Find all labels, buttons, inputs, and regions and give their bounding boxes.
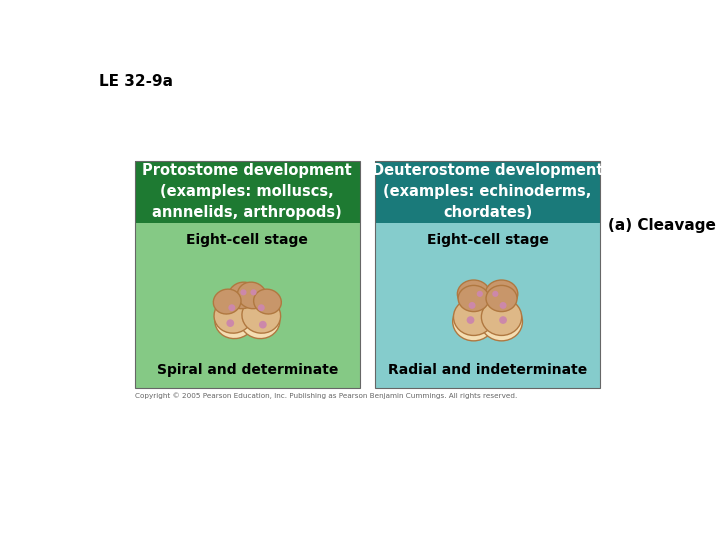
Bar xyxy=(375,161,600,388)
Circle shape xyxy=(469,302,476,309)
Ellipse shape xyxy=(213,289,241,314)
Bar xyxy=(135,222,360,388)
Bar xyxy=(375,161,600,222)
Text: Eight-cell stage: Eight-cell stage xyxy=(427,233,549,247)
Text: Eight-cell stage: Eight-cell stage xyxy=(186,233,308,247)
Ellipse shape xyxy=(240,301,280,339)
Ellipse shape xyxy=(253,289,282,314)
Circle shape xyxy=(477,291,483,297)
Circle shape xyxy=(467,316,474,324)
Text: LE 32-9a: LE 32-9a xyxy=(99,74,174,89)
Ellipse shape xyxy=(457,280,490,308)
Ellipse shape xyxy=(482,299,522,335)
Text: (a) Cleavage: (a) Cleavage xyxy=(608,218,716,233)
Text: Radial and indeterminate: Radial and indeterminate xyxy=(388,363,588,377)
Circle shape xyxy=(258,304,265,311)
Ellipse shape xyxy=(238,282,266,309)
Text: Spiral and determinate: Spiral and determinate xyxy=(157,363,338,377)
Bar xyxy=(135,161,360,222)
Ellipse shape xyxy=(453,302,495,341)
Circle shape xyxy=(259,321,266,328)
Text: Protostome development
(examples: molluscs,
annnelids, arthropods): Protostome development (examples: mollus… xyxy=(143,163,352,220)
Circle shape xyxy=(240,289,246,295)
Ellipse shape xyxy=(458,286,489,312)
Ellipse shape xyxy=(485,280,518,308)
Text: Deuterostome development
(examples: echinoderms,
chordates): Deuterostome development (examples: echi… xyxy=(372,163,603,220)
Bar xyxy=(135,161,360,388)
Bar xyxy=(375,222,600,388)
Circle shape xyxy=(251,289,256,295)
Circle shape xyxy=(492,291,498,297)
Ellipse shape xyxy=(228,282,257,309)
Text: Copyright © 2005 Pearson Education, Inc. Publishing as Pearson Benjamin Cummings: Copyright © 2005 Pearson Education, Inc.… xyxy=(135,392,517,399)
Circle shape xyxy=(228,304,235,311)
Circle shape xyxy=(226,319,234,327)
Ellipse shape xyxy=(486,286,517,312)
Circle shape xyxy=(499,316,507,324)
Ellipse shape xyxy=(214,298,253,333)
Circle shape xyxy=(500,302,507,309)
Ellipse shape xyxy=(215,301,255,339)
Ellipse shape xyxy=(242,298,281,333)
Ellipse shape xyxy=(481,302,523,341)
Ellipse shape xyxy=(454,299,494,335)
